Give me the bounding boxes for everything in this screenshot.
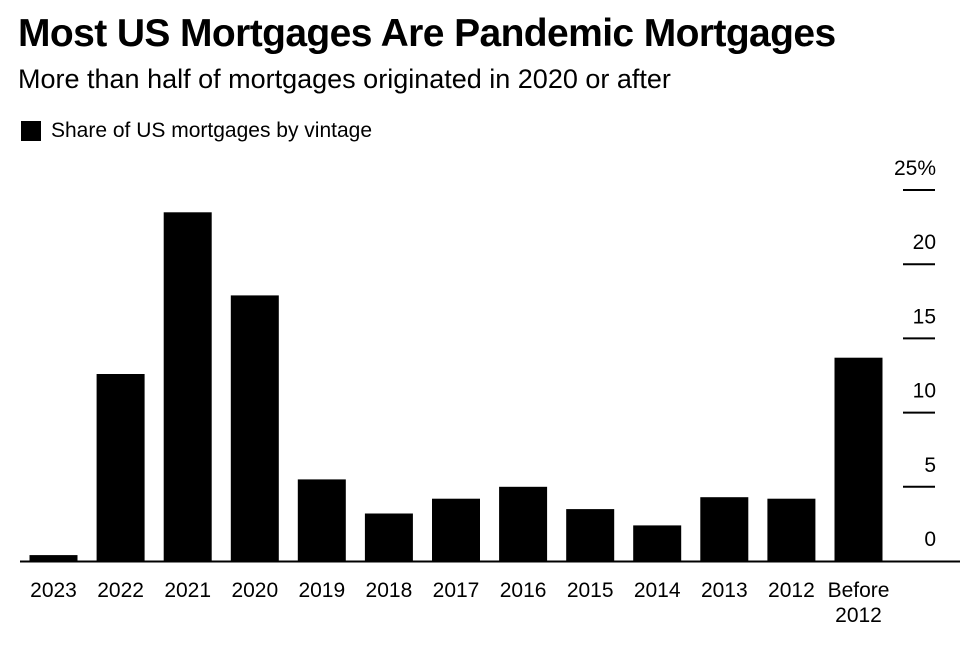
x-axis: 2023 2022 2021 2020 2019 2018 2017 2016 2015 2014… [20, 560, 960, 627]
bar-2021 [163, 212, 212, 562]
bar-2014 [633, 525, 682, 561]
legend-swatch [21, 121, 41, 141]
y-tick-label: 25% [894, 157, 936, 180]
x-tick-label: 2019 [298, 579, 345, 602]
y-tick-label: 20 [913, 231, 936, 254]
bar-2015 [566, 509, 615, 561]
bar-2023 [29, 555, 78, 561]
y-tick-label: 10 [913, 380, 936, 403]
y-axis: 0 5 10 15 20 25% [894, 157, 936, 551]
x-tick-label: 2017 [433, 579, 480, 602]
bars-group [29, 212, 883, 562]
x-tick-label: 2012 [768, 579, 815, 602]
y-tick-label: 0 [924, 528, 936, 551]
x-tick-label: 2014 [634, 579, 681, 602]
x-tick-label: 2015 [567, 579, 614, 602]
bar-2022 [96, 374, 145, 561]
bar-2018 [364, 513, 413, 561]
legend: Share of US mortgages by vintage [21, 119, 372, 143]
x-tick-label: 2022 [97, 579, 144, 602]
bar-2017 [432, 498, 480, 561]
x-tick-label: 2020 [231, 579, 278, 602]
y-tick-label: 5 [924, 454, 936, 477]
bar-2013 [700, 497, 749, 561]
bar-2012 [767, 498, 816, 561]
bar-2016 [499, 486, 548, 561]
chart-subtitle: More than half of mortgages originated i… [18, 64, 671, 94]
legend-label: Share of US mortgages by vintage [51, 119, 373, 142]
x-tick-label: 2016 [500, 579, 547, 602]
x-tick-label: 2018 [366, 579, 413, 602]
x-tick-label: 2023 [30, 579, 77, 602]
bar-before-2012 [834, 357, 883, 561]
x-tick-label: 2013 [701, 579, 748, 602]
x-tick-label: Before 2012 [828, 579, 890, 627]
bar-2020 [230, 295, 279, 561]
x-tick-label: 2021 [164, 579, 211, 602]
bar-2019 [297, 479, 346, 561]
chart-title: Most US Mortgages Are Pandemic Mortgages [18, 12, 836, 55]
y-tick-label: 15 [913, 305, 936, 328]
